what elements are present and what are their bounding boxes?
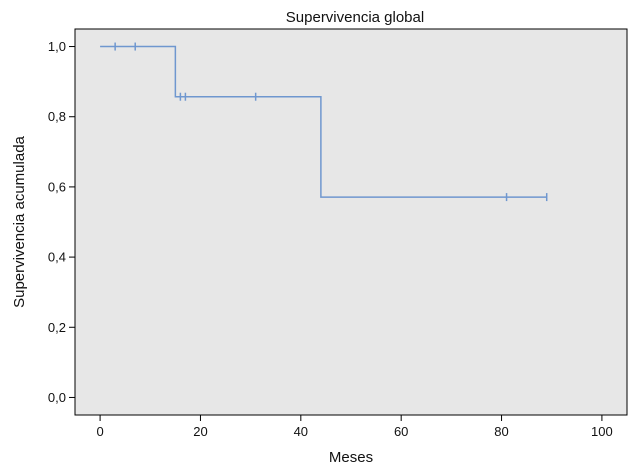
y-axis-label: Supervivencia acumulada (11, 135, 28, 307)
plot-area (74, 28, 628, 416)
x-tick-label: 40 (294, 424, 308, 439)
x-axis: 0 20 40 60 80 100 (96, 415, 613, 439)
y-tick-label: 0,6 (48, 179, 66, 194)
series-layer (100, 42, 548, 202)
y-tick-label: 0,4 (48, 250, 66, 265)
x-tick-label: 0 (96, 424, 103, 439)
y-axis: 0,0 0,2 0,4 0,6 0,8 1,0 (48, 39, 75, 405)
x-tick-label: 80 (494, 424, 508, 439)
y-tick-label: 0,8 (48, 109, 66, 124)
y-tick-label: 0,2 (48, 320, 66, 335)
x-tick-label: 20 (193, 424, 207, 439)
y-tick-label: 0,0 (48, 390, 66, 405)
x-tick-label: 100 (591, 424, 613, 439)
chart-title: Supervivencia global (286, 9, 424, 26)
x-tick-label: 60 (394, 424, 408, 439)
y-tick-label: 1,0 (48, 39, 66, 54)
x-axis-label: Meses (329, 449, 373, 466)
survival-step-line (100, 45, 547, 198)
